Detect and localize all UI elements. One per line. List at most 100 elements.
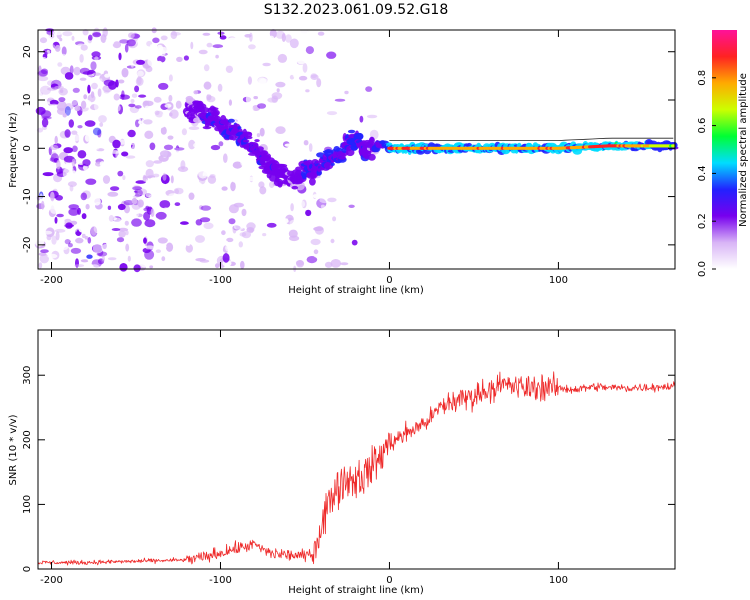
spectral-blob [34,164,44,173]
spectral-blob [64,53,70,60]
spectral-blob [70,142,74,149]
spectral-blob [104,73,110,78]
spectral-blob [248,176,255,182]
spectral-blob [235,148,244,158]
spectral-blob [275,30,285,39]
spectral-blob [160,35,168,41]
spectral-blob [155,167,163,174]
ridge-blob [291,185,299,190]
spectral-blob [157,237,168,244]
spectral-blob [226,83,231,90]
spectral-blob [357,48,366,52]
spectral-blob [110,186,120,192]
spectral-blob [235,47,243,57]
colorbar-label: Normalized spectral amplitude [738,73,749,227]
spectral-blob [133,236,141,240]
spectral-blob [101,243,112,251]
spectral-blob [48,65,56,74]
spectral-blob [134,49,141,53]
spectral-blob [286,127,296,133]
spectral-blob [345,32,350,39]
spectral-blob [94,56,99,61]
spectral-blob [64,129,71,138]
spectral-blob [275,197,286,204]
spectral-blob [266,222,277,228]
spectral-blob [276,88,280,93]
spectral-blob [38,262,43,269]
spectral-blob [188,139,196,150]
spectral-blob [75,258,79,268]
spectral-blob [131,144,140,154]
spectral-blob [289,38,299,49]
spectral-blob [168,94,173,102]
spectral-blob [112,41,122,49]
spectral-blob [224,240,228,245]
colorbar-tick-label: 0.4 [697,165,708,181]
spectral-blob [288,229,298,238]
spectral-blob [170,31,181,36]
spectral-blob [273,229,278,237]
spectral-blob [144,84,155,90]
spectral-blob [175,100,182,109]
spectrogram-xlabel: Height of straight line (km) [288,285,424,296]
spectral-blob [78,224,85,233]
spectral-blob [117,227,129,232]
spectral-blob [115,150,120,160]
spectral-blob [134,105,142,109]
spectral-blob [182,172,189,176]
spectral-blob [66,160,73,168]
spectral-blob [354,215,359,226]
spectrogram-ridge [182,95,679,190]
spectral-blob [77,125,83,129]
spectral-blob [222,253,230,263]
spectral-blob [327,197,337,203]
spectral-blob [60,219,65,225]
spectral-blob [155,120,166,129]
spectral-blob [89,264,94,269]
spectral-blob [203,81,212,90]
spectral-blob [57,62,63,67]
spectral-blob [223,153,228,163]
spectral-blob [302,104,307,114]
colorbar-tick-label: 0.2 [697,213,708,229]
spectral-blob [171,158,178,163]
spectral-blob [145,245,155,250]
spectrogram-ylabel: Frequency (Hz) [8,112,19,188]
spectral-blob [46,49,50,55]
spectrogram-frame [37,29,676,270]
spectral-blob [117,203,126,211]
colorbar-tick-label: 0.8 [697,70,708,86]
spectral-blob [54,135,58,145]
spectral-blob [39,193,43,202]
spectral-blob [136,59,145,65]
spectral-blob [127,32,135,39]
spectral-blob [50,191,55,202]
spectral-blob [351,239,358,246]
spectral-blob [257,103,267,109]
spectral-blob [288,197,297,203]
spectral-blob [299,30,309,35]
spectral-blob [118,230,126,238]
spectral-blob [295,260,304,266]
spectral-blob [63,147,73,154]
spectral-blob [259,186,267,195]
spectral-blob [198,168,208,179]
spectral-blob [85,178,97,185]
spectral-blob [53,265,62,271]
spectral-blob [195,235,205,243]
spectral-blob [210,162,221,166]
spectral-blob [108,215,114,222]
spectral-blob [107,257,117,261]
spectral-blob [248,44,256,50]
ridge-blob [336,147,343,152]
ridge-blob [254,139,260,143]
spectral-blob [369,179,375,190]
spectral-blob [300,231,309,237]
spectral-blob [92,127,102,136]
spectral-blob [217,47,223,52]
spectral-blob [144,32,150,42]
spectral-blob [152,133,159,143]
spectral-blob [226,245,237,251]
spectral-blob [201,136,211,141]
spectral-blob [313,38,317,42]
